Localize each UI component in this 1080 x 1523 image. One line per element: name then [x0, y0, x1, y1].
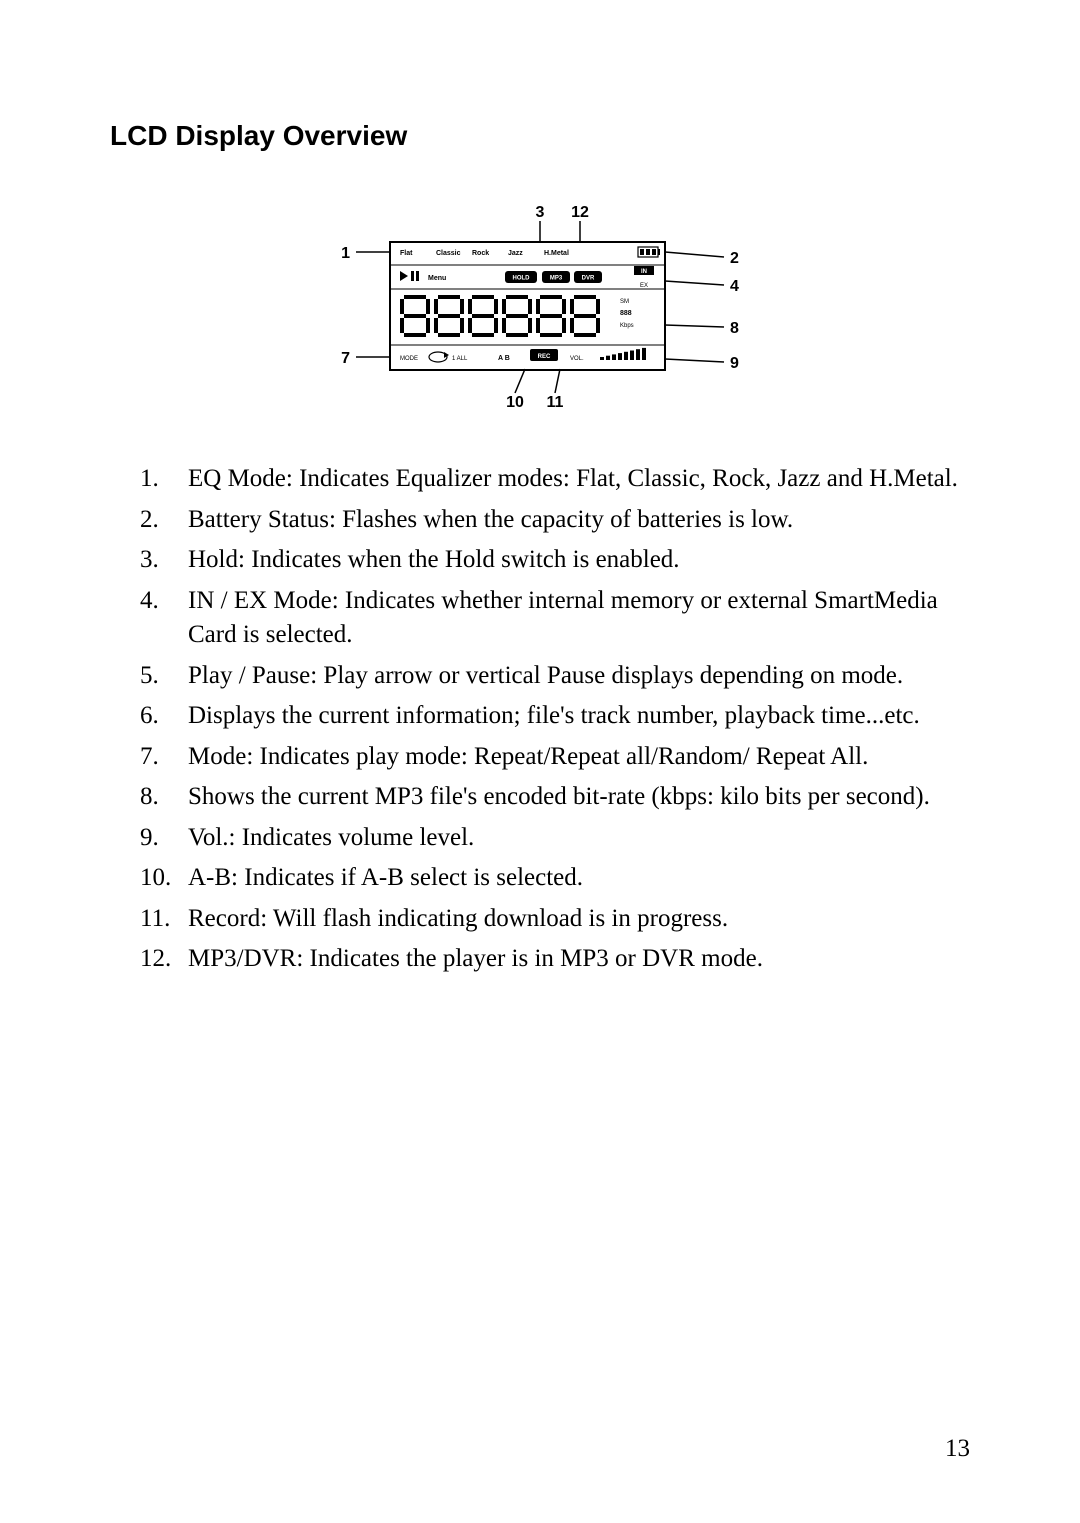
svg-text:2: 2	[730, 250, 739, 267]
svg-text:SM: SM	[620, 299, 629, 305]
svg-text:Rock: Rock	[472, 250, 489, 257]
svg-text:11: 11	[547, 394, 564, 411]
list-item-text: Vol.: Indicates volume level.	[188, 821, 970, 856]
list-item: 8.Shows the current MP3 file's encoded b…	[110, 780, 970, 815]
svg-text:3: 3	[536, 204, 545, 221]
list-item-number: 12.	[110, 942, 188, 977]
svg-text:Kbps: Kbps	[620, 323, 634, 329]
svg-text:8: 8	[730, 320, 739, 337]
lcd-diagram: Flat Classic Rock Jazz H.Metal Menu HOLD MP3 DVR…	[280, 182, 800, 442]
list-item: 10.A-B: Indicates if A-B select is selec…	[110, 861, 970, 896]
list-item-text: Record: Will flash indicating download i…	[188, 902, 970, 937]
list-item-text: IN / EX Mode: Indicates whether internal…	[188, 584, 970, 653]
svg-text:Classic: Classic	[436, 250, 461, 257]
list-item: 12.MP3/DVR: Indicates the player is in M…	[110, 942, 970, 977]
svg-text:9: 9	[730, 355, 739, 372]
list-item-text: Displays the current information; file's…	[188, 699, 970, 734]
list-item-number: 8.	[110, 780, 188, 815]
svg-text:4: 4	[730, 278, 739, 295]
svg-text:EX: EX	[640, 283, 648, 289]
list-item-number: 1.	[110, 462, 188, 497]
list-item-text: A-B: Indicates if A-B select is selected…	[188, 861, 970, 896]
list-item-text: MP3/DVR: Indicates the player is in MP3 …	[188, 942, 970, 977]
list-item: 5.Play / Pause: Play arrow or vertical P…	[110, 659, 970, 694]
svg-text:Flat: Flat	[400, 250, 413, 257]
svg-text:Menu: Menu	[428, 275, 446, 282]
svg-text:12: 12	[571, 204, 589, 221]
list-item-text: Hold: Indicates when the Hold switch is …	[188, 543, 970, 578]
list-item-number: 10.	[110, 861, 188, 896]
list-item: 2.Battery Status: Flashes when the capac…	[110, 503, 970, 538]
list-item-number: 9.	[110, 821, 188, 856]
description-list: 1.EQ Mode: Indicates Equalizer modes: Fl…	[110, 462, 970, 977]
svg-text:Jazz: Jazz	[508, 250, 523, 257]
svg-text:A B: A B	[498, 355, 510, 362]
list-item: 3.Hold: Indicates when the Hold switch i…	[110, 543, 970, 578]
list-item-number: 5.	[110, 659, 188, 694]
svg-text:1 ALL: 1 ALL	[452, 356, 468, 362]
list-item-number: 3.	[110, 543, 188, 578]
svg-text:H.Metal: H.Metal	[544, 250, 569, 257]
list-item: 1.EQ Mode: Indicates Equalizer modes: Fl…	[110, 462, 970, 497]
list-item-text: Shows the current MP3 file's encoded bit…	[188, 780, 970, 815]
svg-text:IN: IN	[641, 269, 647, 275]
svg-text:REC: REC	[538, 354, 551, 360]
list-item-number: 7.	[110, 740, 188, 775]
list-item-text: Battery Status: Flashes when the capacit…	[188, 503, 970, 538]
list-item-number: 11.	[110, 902, 188, 937]
page-number: 13	[945, 1435, 970, 1463]
svg-text:7: 7	[341, 350, 350, 367]
svg-text:10: 10	[506, 394, 524, 411]
svg-text:MODE: MODE	[400, 356, 418, 362]
svg-text:888: 888	[620, 310, 632, 317]
svg-text:MP3: MP3	[550, 276, 563, 282]
list-item: 9.Vol.: Indicates volume level.	[110, 821, 970, 856]
list-item-number: 4.	[110, 584, 188, 653]
list-item-text: Mode: Indicates play mode: Repeat/Repeat…	[188, 740, 970, 775]
svg-text:HOLD: HOLD	[513, 276, 531, 282]
list-item: 4.IN / EX Mode: Indicates whether intern…	[110, 584, 970, 653]
list-item-number: 6.	[110, 699, 188, 734]
list-item-number: 2.	[110, 503, 188, 538]
lcd-diagram-container: Flat Classic Rock Jazz H.Metal Menu HOLD MP3 DVR…	[110, 182, 970, 442]
list-item: 7.Mode: Indicates play mode: Repeat/Repe…	[110, 740, 970, 775]
list-item-text: EQ Mode: Indicates Equalizer modes: Flat…	[188, 462, 970, 497]
svg-text:DVR: DVR	[582, 276, 595, 282]
list-item: 6.Displays the current information; file…	[110, 699, 970, 734]
svg-text:VOL.: VOL.	[570, 356, 584, 362]
section-heading: LCD Display Overview	[110, 120, 970, 152]
list-item: 11.Record: Will flash indicating downloa…	[110, 902, 970, 937]
svg-text:1: 1	[341, 245, 350, 262]
list-item-text: Play / Pause: Play arrow or vertical Pau…	[188, 659, 970, 694]
